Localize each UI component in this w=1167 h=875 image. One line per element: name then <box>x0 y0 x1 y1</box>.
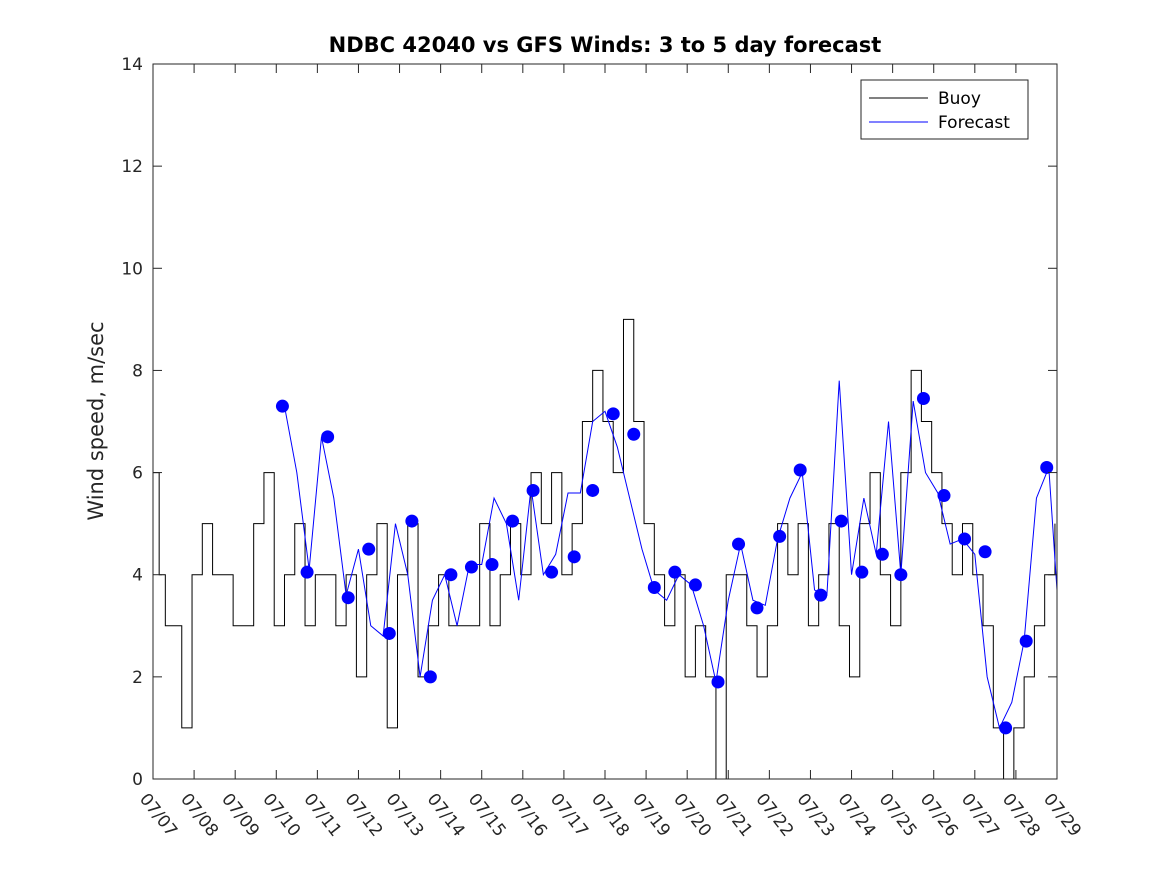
forecast-marker <box>382 626 396 640</box>
x-tick-label: 07/14 <box>423 790 469 841</box>
x-tick-label: 07/07 <box>135 790 181 841</box>
y-tick-label: 0 <box>132 770 143 790</box>
forecast-marker <box>606 407 620 421</box>
forecast-marker <box>855 565 869 579</box>
forecast-marker <box>750 601 764 615</box>
forecast-marker <box>894 568 908 582</box>
forecast-marker <box>793 463 807 477</box>
y-tick-label: 2 <box>132 668 143 688</box>
y-tick-label: 14 <box>121 55 143 75</box>
y-axis-label: Wind speed, m/sec <box>84 321 108 520</box>
series-layer <box>153 318 1058 780</box>
x-tick-label: 07/12 <box>341 790 387 841</box>
x-tick-label: 07/20 <box>669 790 715 841</box>
forecast-marker <box>526 483 540 497</box>
forecast-marker <box>773 529 787 543</box>
x-tick-label: 07/13 <box>382 790 428 841</box>
x-tick-label: 07/25 <box>875 790 921 841</box>
forecast-marker <box>647 580 661 594</box>
forecast-marker <box>916 392 930 406</box>
x-tick-label: 07/27 <box>957 790 1003 841</box>
forecast-marker <box>464 560 478 574</box>
legend-label-forecast: Forecast <box>938 113 1010 133</box>
legend: Buoy Forecast <box>860 79 1029 140</box>
y-tick-label: 10 <box>121 259 143 279</box>
marker-layer <box>275 392 1054 735</box>
x-tick-label: 07/23 <box>793 790 839 841</box>
legend-box <box>860 79 1029 140</box>
forecast-marker <box>627 427 641 441</box>
forecast-marker <box>506 514 520 528</box>
series-line-forecast <box>283 380 1058 730</box>
y-tick-label: 12 <box>121 157 143 177</box>
forecast-marker <box>545 565 559 579</box>
x-tick-label: 07/19 <box>628 790 674 841</box>
y-tick-label: 8 <box>132 361 143 381</box>
y-tick-label: 4 <box>132 566 143 586</box>
forecast-marker <box>567 550 581 564</box>
x-tick-label: 07/26 <box>916 790 962 841</box>
x-tick-label: 07/09 <box>217 790 263 841</box>
forecast-marker <box>937 489 951 503</box>
forecast-marker <box>444 568 458 582</box>
series-line-buoy <box>153 318 1056 780</box>
forecast-marker <box>586 483 600 497</box>
forecast-marker <box>711 675 725 689</box>
y-axis-ticks: 0 2 4 6 8 10 12 14 <box>121 55 1057 790</box>
forecast-marker <box>834 514 848 528</box>
x-tick-label: 07/15 <box>464 790 510 841</box>
x-tick-label: 07/29 <box>1039 790 1085 841</box>
x-tick-label: 07/17 <box>546 790 592 841</box>
x-tick-label: 07/18 <box>587 790 633 841</box>
x-tick-label: 07/10 <box>258 790 304 841</box>
x-tick-label: 07/28 <box>998 790 1044 841</box>
forecast-marker <box>999 721 1013 735</box>
forecast-marker <box>1040 460 1054 474</box>
forecast-marker <box>732 537 746 551</box>
forecast-marker <box>485 558 499 571</box>
forecast-marker <box>875 547 889 561</box>
forecast-marker <box>362 542 376 556</box>
x-tick-label: 07/21 <box>710 790 756 841</box>
forecast-marker <box>275 399 289 413</box>
x-tick-label: 07/22 <box>751 790 797 841</box>
forecast-marker <box>321 430 335 444</box>
x-tick-label: 07/16 <box>505 790 551 841</box>
x-tick-label: 07/08 <box>176 790 222 841</box>
forecast-marker <box>1019 634 1033 648</box>
chart-title: NDBC 42040 vs GFS Winds: 3 to 5 day fore… <box>329 33 882 57</box>
forecast-marker <box>423 670 437 684</box>
forecast-marker <box>668 565 682 579</box>
x-tick-label: 07/11 <box>299 790 345 841</box>
forecast-marker <box>341 591 355 605</box>
forecast-marker <box>978 545 992 559</box>
forecast-marker <box>958 532 972 546</box>
x-tick-label: 07/24 <box>834 790 880 841</box>
y-tick-label: 6 <box>132 464 143 484</box>
forecast-marker <box>300 565 314 579</box>
legend-label-buoy: Buoy <box>938 89 981 109</box>
forecast-marker <box>688 578 702 592</box>
x-axis-ticks: 07/0707/0807/0907/1007/1107/1207/1307/14… <box>135 64 1085 841</box>
forecast-marker <box>405 514 419 528</box>
forecast-marker <box>814 588 828 602</box>
